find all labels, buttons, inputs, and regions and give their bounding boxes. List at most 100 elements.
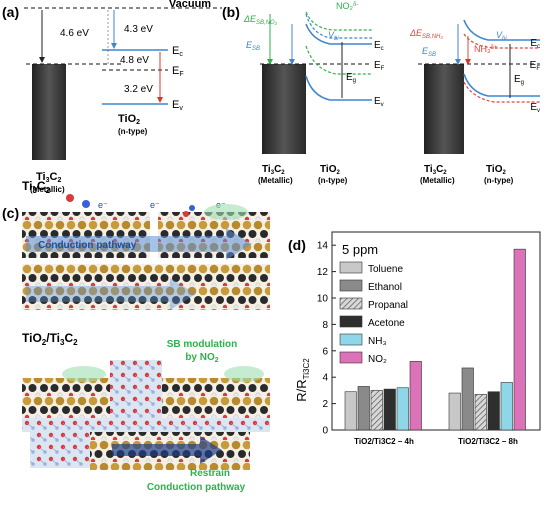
cb-shifted-no2 [305, 11, 372, 31]
bar-nh3 [396, 387, 409, 431]
bar-no2 [409, 361, 422, 431]
x-category-label: TiO2/Ti3C2 – 8h [458, 437, 518, 446]
semi-name-nh3: TiO2 [486, 164, 506, 176]
panel-c-label: (c) [2, 205, 19, 221]
panel-b: (b) ΔESB,NO₂ NO₂δ- ESB Vbi Ec EF Eg Ev T… [222, 1, 540, 185]
bar-propanal [370, 390, 383, 431]
legend-label: Toluene [368, 264, 403, 275]
metal-block-no2 [262, 64, 306, 154]
legend-swatch [339, 279, 363, 292]
x-category-label: TiO2/Ti3C2 – 4h [354, 437, 414, 446]
y-tick-label: 10 [317, 294, 329, 305]
y-tick-label: 12 [317, 267, 329, 278]
electron-1: e⁻ [98, 200, 108, 210]
legend-label: NO₂ [368, 354, 387, 365]
metal-block [32, 64, 66, 160]
legend-label: Ethanol [368, 282, 402, 293]
conduction-pathway-label: Conduction pathway [38, 240, 137, 251]
y-tick-label: 8 [322, 320, 328, 331]
mxene-sheet-5 [160, 378, 270, 418]
eg-no2: Eg [346, 72, 356, 84]
metal-type-no2: (Metallic) [258, 176, 293, 185]
y-tick-label: 0 [322, 426, 328, 437]
metal-type-nh3: (Metallic) [420, 176, 455, 185]
y-tick-label: 2 [322, 399, 328, 410]
y-tick-label: 6 [322, 346, 328, 357]
mxene-sheet-4 [22, 378, 112, 418]
metal-block-nh3 [424, 64, 464, 154]
bar-propanal [474, 394, 487, 431]
bar-toluene [448, 392, 461, 431]
concentration-annotation: 5 ppm [342, 242, 378, 257]
cb-no2 [305, 23, 372, 45]
adsorption-zone [204, 204, 248, 220]
ef-no2: EF [374, 60, 385, 72]
band-gap: 3.2 eV [124, 84, 153, 95]
ef-label: EF [172, 65, 184, 78]
metal-name: Ti3C2 [36, 171, 61, 184]
vbi-no2: Vbi [328, 30, 339, 42]
tio2-work-function: 4.8 eV [120, 55, 149, 66]
molecule-n [82, 200, 90, 208]
cb-nh3 [463, 19, 540, 41]
molecule-n2 [189, 205, 195, 211]
metal-work-function: 4.6 eV [60, 28, 89, 39]
panel-a-label: (a) [2, 4, 19, 20]
adsorption-zone-3 [224, 366, 264, 382]
panel-d-label: (d) [288, 237, 306, 253]
vacuum-label: Vacuum [169, 0, 211, 10]
vbi-nh3: Vbi [496, 30, 507, 42]
y-tick-label: 4 [322, 373, 328, 384]
y-axis-label: R/RTi3C2 [294, 358, 311, 402]
semiconductor-type: (n-type) [118, 127, 148, 136]
molecule-o2 [183, 211, 189, 217]
ef-nh3: EF [530, 60, 541, 72]
nh3-label: NH₃δ+ [474, 44, 498, 54]
legend-label: NH₃ [368, 336, 387, 347]
bar-acetone [383, 388, 396, 431]
plot-frame [331, 231, 541, 431]
delta-esb-nh3: ΔESB,NH₃ [409, 28, 443, 40]
ev-no2: Ev [374, 96, 384, 108]
cb-dashed-no2 [305, 13, 372, 39]
bar-toluene [344, 391, 357, 431]
bar-no2 [513, 248, 526, 431]
ev-nh3: Ev [530, 102, 540, 114]
tio2-layer-1 [22, 418, 270, 432]
vb-shifted-nh3 [463, 81, 540, 103]
tio2-ti3c2-title: TiO2/Ti3C2 [22, 331, 78, 347]
semiconductor-name: TiO2 [118, 113, 140, 126]
legend-label: Acetone [368, 318, 405, 329]
panel-c: Ti3C2 (c) Conduction pathway e⁻ e⁻ e⁻ Ti… [2, 179, 270, 493]
restrained-arrow [112, 436, 222, 464]
ev-label: Ev [172, 99, 183, 112]
vb-nh3 [463, 73, 540, 97]
bar-acetone [487, 391, 500, 431]
panel-a: (a) Vacuum 4.6 eV 4.3 eV 4.8 eV 3.2 eV E… [2, 0, 222, 194]
no2-label: NO₂δ- [336, 1, 358, 11]
semi-name-no2: TiO2 [320, 164, 340, 176]
ec-nh3: Ec [530, 38, 540, 50]
legend-swatch [339, 351, 363, 364]
delta-esb-no2: ΔESB,NO₂ [243, 14, 278, 26]
semi-type-no2: (n-type) [318, 176, 348, 185]
tio2-layer-3 [110, 360, 162, 420]
legend-swatch [339, 315, 363, 328]
ti3c2-title: Ti3C2 [22, 179, 51, 195]
cb-shifted-nh3 [463, 33, 540, 49]
electron-2: e⁻ [150, 200, 160, 210]
metal-name-no2: Ti3C2 [262, 164, 285, 176]
esb-no2: ESB [246, 40, 260, 52]
molecule-o [66, 194, 74, 202]
tio2-layer-2 [30, 432, 90, 468]
esb-nh3: ESB [422, 46, 436, 58]
restrain-line1: Restrain [190, 468, 230, 479]
vb-shifted-no2 [305, 45, 372, 75]
bar-chart: 0 2 4 6 8 10 12 14 TiO2/Ti3C2 – 4h TiO2/Ti3C2 – 8… [317, 231, 541, 446]
bar-nh3 [500, 382, 513, 431]
metal-name-nh3: Ti3C2 [424, 164, 447, 176]
vb-no2 [305, 75, 372, 101]
conduction-arrow-top [26, 228, 252, 260]
restrain-line2: Conduction pathway [147, 482, 246, 493]
